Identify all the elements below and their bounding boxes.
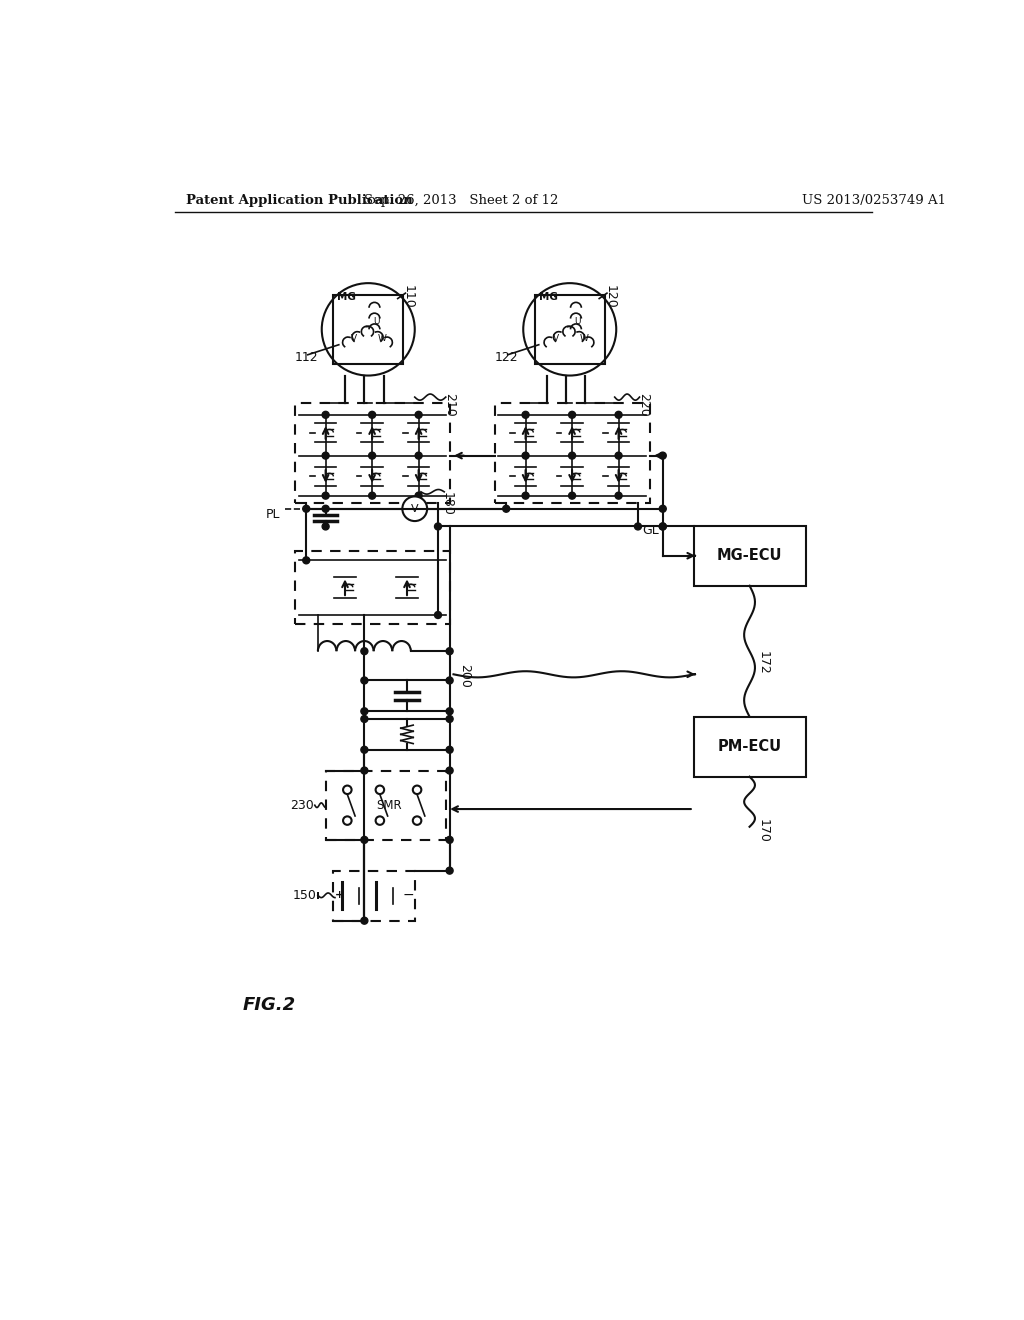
Circle shape [323,412,329,418]
Text: FIG.2: FIG.2 [243,997,296,1014]
Text: 210: 210 [443,393,456,417]
Circle shape [522,453,529,459]
Bar [326,771,445,840]
Text: 220: 220 [637,393,650,417]
Circle shape [415,412,422,418]
Circle shape [323,523,329,529]
Circle shape [360,648,368,655]
Circle shape [615,412,622,418]
Text: 172: 172 [757,651,770,675]
Text: MG-ECU: MG-ECU [717,548,782,564]
Circle shape [402,496,427,521]
Bar [535,294,604,364]
Circle shape [522,412,529,418]
Circle shape [413,785,421,795]
Text: 112: 112 [295,351,318,363]
Circle shape [523,284,616,376]
Circle shape [503,506,510,512]
Circle shape [369,453,376,459]
Circle shape [303,506,309,512]
Text: 200: 200 [459,664,472,688]
Circle shape [615,453,622,459]
Circle shape [446,767,453,774]
Text: US 2013/0253749 A1: US 2013/0253749 A1 [802,194,946,207]
Circle shape [323,506,329,512]
Circle shape [446,837,453,843]
Circle shape [615,492,622,499]
Text: SMR: SMR [377,799,402,812]
Bar [334,294,403,364]
Circle shape [360,746,368,754]
Text: −: − [402,888,415,903]
Circle shape [446,648,453,655]
Bar [295,552,450,624]
Text: MG: MG [337,292,356,302]
Text: 180: 180 [440,492,454,516]
Text: Sep. 26, 2013   Sheet 2 of 12: Sep. 26, 2013 Sheet 2 of 12 [365,194,558,207]
Text: 230: 230 [290,799,314,812]
Circle shape [343,816,351,825]
Text: 120: 120 [603,285,616,309]
Text: 110: 110 [402,285,415,309]
Bar [495,404,649,503]
Circle shape [369,492,376,499]
Circle shape [376,816,384,825]
Circle shape [635,523,641,529]
Circle shape [446,867,453,874]
Circle shape [369,412,376,418]
Text: V: V [553,334,559,343]
Circle shape [415,492,422,499]
Circle shape [323,453,329,459]
Text: W: W [580,334,588,343]
Text: Patent Application Publication: Patent Application Publication [186,194,413,207]
Circle shape [376,785,384,795]
Bar [295,404,450,503]
Circle shape [413,816,421,825]
Text: PM-ECU: PM-ECU [718,739,781,754]
Circle shape [415,453,422,459]
Circle shape [568,492,575,499]
Circle shape [434,611,441,619]
Text: GL: GL [642,524,658,537]
Text: MG: MG [539,292,557,302]
Circle shape [446,677,453,684]
Circle shape [568,453,575,459]
Text: V: V [411,504,419,513]
Circle shape [659,523,667,529]
Circle shape [446,746,453,754]
Text: U: U [373,317,379,326]
Circle shape [360,767,368,774]
Text: V: V [351,334,357,343]
Text: PL: PL [265,508,280,521]
Circle shape [303,557,309,564]
Circle shape [568,412,575,418]
Circle shape [323,492,329,499]
Circle shape [343,785,351,795]
Text: 122: 122 [495,351,518,363]
Circle shape [446,708,453,714]
Text: 170: 170 [757,818,770,843]
Circle shape [360,715,368,722]
Circle shape [434,523,441,529]
Text: +: + [335,890,344,900]
Bar [693,525,806,586]
Circle shape [446,715,453,722]
Circle shape [659,453,667,459]
Circle shape [522,492,529,499]
Circle shape [322,284,415,376]
Circle shape [360,677,368,684]
Circle shape [360,708,368,714]
Bar [334,871,415,921]
Text: U: U [574,317,581,326]
Circle shape [659,506,667,512]
Circle shape [360,837,368,843]
Circle shape [360,917,368,924]
Bar [693,717,806,776]
Text: W: W [378,334,387,343]
Text: 150: 150 [293,888,316,902]
Circle shape [659,523,667,529]
